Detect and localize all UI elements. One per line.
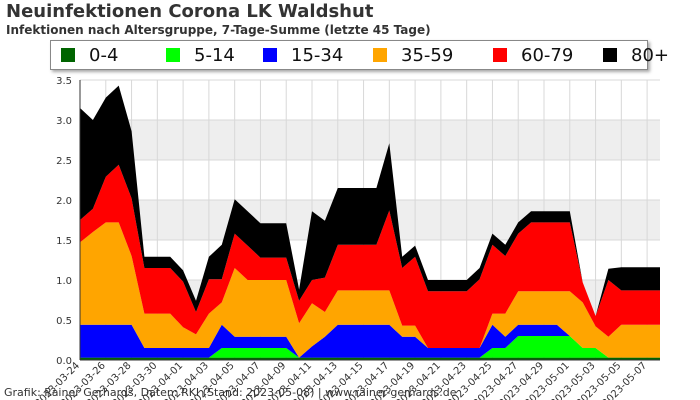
- legend-item-60-79: 60-79: [493, 41, 573, 69]
- legend-label: 35-59: [401, 44, 454, 66]
- legend-swatch: [166, 48, 180, 62]
- chart-title: Neuinfektionen Corona LK Waldshut: [6, 1, 374, 22]
- legend: 0-4 5-14 15-34 35-59 60-79 80+: [50, 40, 669, 70]
- legend-swatch: [263, 48, 277, 62]
- legend-label: 15-34: [291, 44, 344, 66]
- area-series-60-79: [80, 164, 660, 348]
- y-tick-label: 3.5: [56, 76, 72, 87]
- area-series-35-59: [80, 222, 660, 358]
- legend-swatch: [493, 48, 507, 62]
- area-series-5-14: [80, 336, 660, 358]
- y-tick-label: 3.0: [56, 116, 72, 127]
- legend-item-15-34: 15-34: [263, 41, 343, 69]
- y-tick-label: 0.5: [56, 316, 72, 327]
- legend-item-0-4: 0-4: [61, 41, 118, 69]
- y-tick-label: 2.5: [56, 156, 72, 167]
- legend-label: 80+: [631, 44, 669, 66]
- legend-label: 60-79: [521, 44, 574, 66]
- legend-label: 0-4: [89, 44, 119, 66]
- y-tick-label: 1.5: [56, 236, 72, 247]
- legend-item-35-59: 35-59: [373, 41, 453, 69]
- source-credit: Grafik: Rainer Gerhards, Daten: RKI (Sta…: [4, 386, 457, 399]
- y-tick-label: 1.0: [56, 276, 72, 287]
- legend-swatch: [373, 48, 387, 62]
- legend-swatch: [603, 48, 617, 62]
- chart-subtitle: Infektionen nach Altersgruppe, 7-Tage-Su…: [6, 23, 431, 37]
- legend-swatch: [61, 48, 75, 62]
- y-tick-label: 2.0: [56, 196, 72, 207]
- y-tick-label: 0.0: [56, 356, 72, 367]
- legend-item-80+: 80+: [603, 41, 669, 69]
- area-series-0-4: [80, 357, 660, 360]
- legend-item-5-14: 5-14: [166, 41, 235, 69]
- area-series-15-34: [80, 324, 660, 358]
- legend-label: 5-14: [194, 44, 235, 66]
- area-series-80+: [80, 85, 660, 316]
- grid-band: [80, 120, 660, 160]
